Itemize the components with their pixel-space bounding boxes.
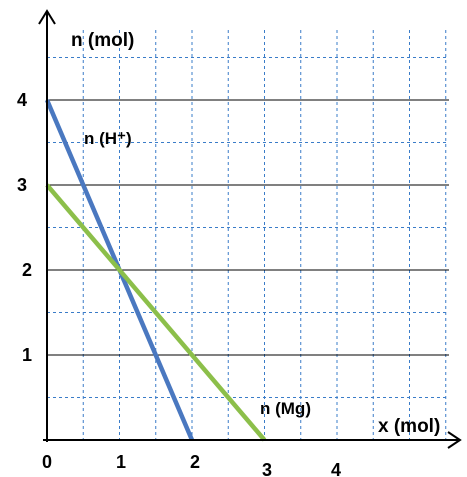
x-tick-label: 4 xyxy=(331,460,341,477)
y-axis-arrow xyxy=(38,9,56,25)
grid-layer xyxy=(47,30,449,440)
y-tick-label: 2 xyxy=(22,260,32,280)
x-tick-label: 3 xyxy=(262,460,272,477)
series-label-h-plus: n (H⁺) xyxy=(84,129,132,148)
series-label-layer: n (H⁺) n (Mg) xyxy=(84,129,311,418)
x-tick-label: 2 xyxy=(190,452,200,472)
y-axis-label: n (mol) xyxy=(71,30,134,51)
series-label-mg: n (Mg) xyxy=(260,399,311,418)
x-tick-label: 0 xyxy=(42,452,52,472)
y-tick-label: 4 xyxy=(17,90,27,110)
series-layer xyxy=(44,99,267,442)
x-axis-label: x (mol) xyxy=(378,416,440,437)
x-tick-label: 1 xyxy=(116,452,126,472)
axis-layer xyxy=(38,9,462,449)
tick-label-layer: 0 1 2 3 4 1 2 3 4 xyxy=(17,90,341,477)
series-line-mg xyxy=(45,183,267,442)
x-axis-arrow xyxy=(447,431,462,449)
y-tick-label: 1 xyxy=(22,345,32,365)
y-tick-label: 3 xyxy=(17,175,27,195)
